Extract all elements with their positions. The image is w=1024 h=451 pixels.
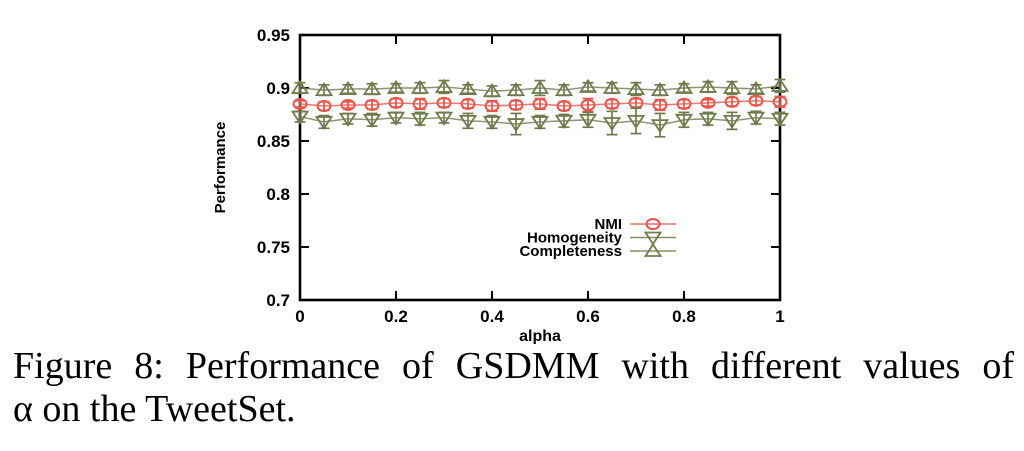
- series-nmi-marker: [388, 96, 404, 109]
- series-nmi-marker: [676, 97, 692, 110]
- series-homogeneity-marker: [434, 111, 454, 126]
- series-homogeneity: [294, 107, 786, 138]
- series-nmi-marker: [724, 95, 740, 108]
- legend-marker: [643, 231, 663, 246]
- performance-chart: 0 0.2 0.4 0.6 0.8 1 0.7 0.75 0.8 0.85 0.9 0.95 alpha…: [212, 26, 790, 344]
- series-homogeneity-marker: [338, 112, 358, 127]
- series-homogeneity-marker: [650, 119, 670, 134]
- series-completeness-marker: [626, 80, 646, 95]
- y-tick-label: 0.8: [266, 185, 290, 204]
- series-homogeneity-marker: [530, 116, 550, 131]
- series-completeness-marker: [674, 79, 694, 94]
- series-completeness-marker: [314, 81, 334, 97]
- series-completeness-marker: [698, 78, 718, 93]
- series-nmi-marker: [316, 100, 332, 113]
- legend-row: Completeness: [519, 243, 676, 260]
- series-nmi-marker: [340, 98, 356, 111]
- series-nmi-marker: [748, 94, 764, 107]
- series-nmi-marker: [364, 98, 380, 111]
- legend-marker: [643, 242, 663, 257]
- x-tick-label: 0: [295, 307, 304, 326]
- caption-line-2: α on the TweetSet.: [13, 388, 296, 430]
- series-nmi-marker: [532, 97, 548, 110]
- series-nmi-marker: [700, 96, 716, 109]
- series-completeness-marker: [650, 81, 670, 97]
- series-nmi-marker: [436, 96, 452, 109]
- series-nmi-marker: [508, 98, 524, 111]
- series-nmi-marker: [460, 97, 476, 110]
- series-completeness-marker: [338, 80, 358, 95]
- caption-line-1: Figure 8: Performance of GSDMM with diff…: [13, 345, 1014, 387]
- figure-caption: Figure 8: Performance of GSDMM with diff…: [13, 345, 1014, 431]
- series-homogeneity-marker: [410, 112, 430, 127]
- series-homogeneity-marker: [482, 116, 502, 131]
- legend-row: Homogeneity: [527, 230, 676, 247]
- series-nmi-marker: [580, 98, 596, 111]
- series-completeness-marker: [482, 83, 502, 98]
- series-completeness-marker: [722, 79, 742, 94]
- series-completeness-marker: [458, 80, 478, 95]
- series-homogeneity-marker: [746, 111, 766, 126]
- series-homogeneity-marker: [578, 113, 598, 128]
- series-homogeneity-marker: [506, 118, 526, 133]
- legend-row: NMI: [595, 216, 676, 233]
- series-homogeneity-marker: [602, 117, 622, 132]
- x-tick-label: 0.8: [672, 307, 696, 326]
- series-completeness-marker: [362, 80, 382, 95]
- series-homogeneity-marker: [722, 114, 742, 130]
- series-homogeneity-marker: [386, 111, 406, 126]
- x-tick-label: 0.4: [480, 307, 504, 326]
- series-homogeneity-marker: [290, 110, 310, 125]
- series-completeness-marker: [530, 79, 550, 94]
- legend-marker: [645, 218, 661, 230]
- x-tick-label: 0.2: [384, 307, 408, 326]
- series-nmi-marker: [292, 97, 308, 110]
- x-tick-label: 0.6: [576, 307, 600, 326]
- series-nmi-marker: [604, 97, 620, 110]
- series-homogeneity-marker: [674, 113, 694, 128]
- series-nmi-marker: [556, 100, 572, 113]
- series-completeness-marker: [770, 77, 790, 92]
- legend-label: NMI: [595, 216, 623, 233]
- series-completeness-marker: [602, 79, 622, 94]
- series-completeness-marker: [434, 78, 454, 93]
- series-nmi-marker: [412, 97, 428, 110]
- legend-label: Completeness: [519, 243, 622, 260]
- series-homogeneity-marker: [314, 116, 334, 131]
- series-completeness-marker: [578, 78, 598, 93]
- y-tick-label: 0.7: [266, 291, 290, 310]
- series-homogeneity-marker: [554, 114, 574, 130]
- series-completeness-marker: [554, 81, 574, 97]
- series-nmi-marker: [484, 100, 500, 113]
- series-completeness-marker: [386, 79, 406, 94]
- series-completeness-marker: [506, 81, 526, 97]
- y-tick-label: 0.9: [266, 79, 290, 98]
- series-nmi-marker: [772, 95, 788, 108]
- series-homogeneity-marker: [458, 114, 478, 130]
- series-nmi-marker: [652, 98, 668, 111]
- series-completeness-marker: [410, 79, 430, 94]
- y-axis-label: Performance: [212, 122, 229, 214]
- x-tick-label: 1: [775, 307, 784, 326]
- y-tick-label: 0.85: [257, 132, 290, 151]
- series-homogeneity-marker: [362, 113, 382, 128]
- series-homogeneity-marker: [698, 112, 718, 127]
- series-homogeneity-marker: [626, 114, 646, 130]
- legend-label: Homogeneity: [527, 230, 623, 247]
- x-axis-label: alpha: [519, 328, 561, 344]
- series-completeness-marker: [290, 79, 310, 94]
- plot-border: [298, 33, 782, 302]
- series-homogeneity-marker: [770, 112, 790, 127]
- series-completeness-marker: [746, 80, 766, 95]
- y-tick-label: 0.75: [257, 238, 290, 257]
- y-tick-label: 0.95: [257, 26, 290, 45]
